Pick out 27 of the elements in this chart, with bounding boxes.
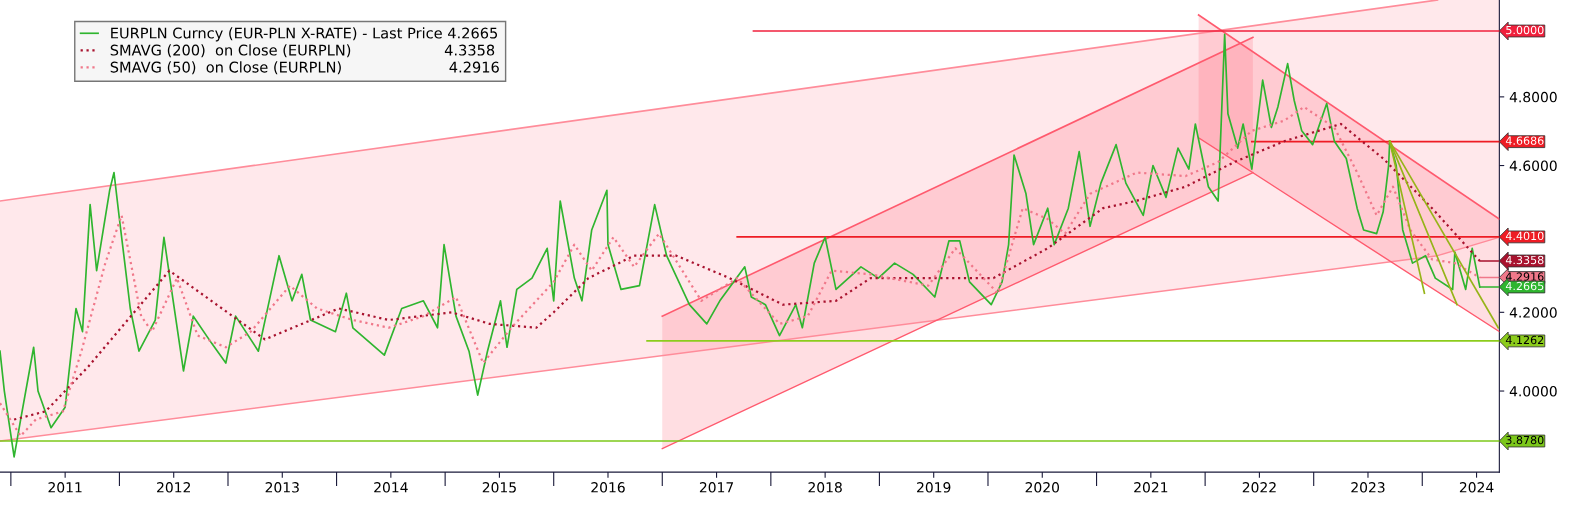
data-label: 4.3358: [1505, 255, 1544, 265]
data-label: 4.4010: [1505, 231, 1544, 241]
legend-label: SMAVG (200) on Close (EURPLN) 4.3358: [110, 44, 495, 58]
x-tick-label: 2024: [1459, 482, 1494, 493]
x-tick-label: 2015: [482, 482, 516, 493]
y-tick-label: 4.2000: [1509, 307, 1557, 318]
x-tick-label: 2018: [808, 482, 842, 493]
x-tick-label: 2019: [917, 482, 951, 493]
x-tick-label: 2022: [1242, 482, 1276, 493]
data-label: 4.2665: [1505, 281, 1544, 291]
x-tick-label: 2014: [374, 482, 408, 493]
legend-label: EURPLN Curncy (EUR-PLN X-RATE) - Last Price 4.2665: [111, 27, 498, 42]
x-tick-label: 2016: [591, 482, 625, 493]
x-tick-label: 2021: [1134, 482, 1168, 493]
x-tick-label: 2011: [48, 482, 82, 493]
legend-label: SMAVG (50) on Close (EURPLN) 4.2916: [110, 61, 499, 75]
data-label: 4.6686: [1505, 136, 1544, 145]
x-tick-label: 2020: [1025, 482, 1060, 493]
x-tick-label: 2017: [699, 482, 734, 493]
x-tick-label: 2023: [1351, 482, 1385, 493]
data-label: 4.2916: [1505, 272, 1544, 281]
x-tick-label: 2012: [157, 482, 190, 493]
data-label: 4.1262: [1505, 335, 1544, 345]
y-tick-label: 4.0000: [1509, 386, 1557, 397]
y-tick-label: 4.8000: [1509, 91, 1557, 103]
x-tick-label: 2013: [265, 482, 299, 493]
y-tick-label: 4.6000: [1509, 160, 1557, 172]
